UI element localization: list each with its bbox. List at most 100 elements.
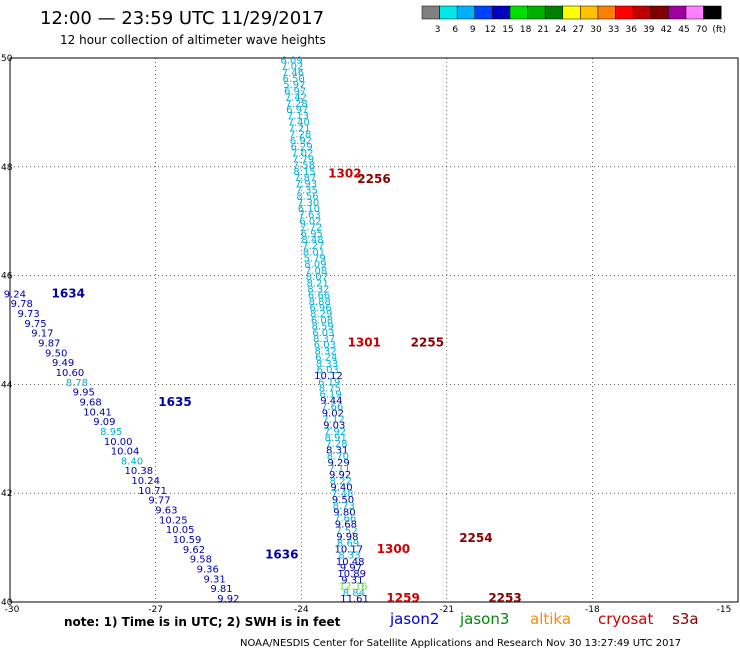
wave-height-label: 6.10 [298,204,320,215]
wave-height-label: 6.97 [286,105,308,116]
wave-height-label: 7.63 [298,210,320,221]
wave-height-label: 9.03 [323,421,345,432]
colorbar-swatch [615,5,634,20]
y-tick-label: 42 [1,489,12,499]
colorbar-swatch [474,5,493,20]
wave-height-label: 7.87 [294,173,316,184]
wave-height-label: 9.77 [148,496,170,507]
wave-height-label: 6.29 [291,142,313,153]
y-tick-label: 46 [1,272,13,282]
wave-height-label: 7.40 [288,117,310,128]
wave-height-label: 6.19 [318,377,340,388]
colorbar-label: 15 [502,25,513,35]
colorbar-swatch [544,5,564,20]
wave-height-label: 8.22 [330,476,352,487]
wave-height-label: 9.31 [341,575,363,586]
x-tick-label: -30 [5,605,20,615]
time-label: 2256 [357,172,390,186]
colorbar-label: 70 [696,25,708,35]
colorbar-swatch [597,5,616,20]
wave-height-label: 9.62 [183,545,205,556]
wave-height-label: 7.66 [321,402,343,413]
colorbar-label: 33 [608,25,619,35]
wave-height-label: 9.63 [155,506,177,517]
wave-height-label: 7.11 [328,464,350,475]
wave-height-label: 9.17 [31,329,53,340]
wave-height-label: 8.59 [312,322,334,333]
time-label: 1636 [265,547,298,561]
wave-height-label: 9.97 [340,563,362,574]
colorbar-label: 3 [435,25,441,35]
wave-height-label: 9.31 [203,574,225,585]
wave-height-label: 8.21 [306,278,328,289]
wave-height-label: 9.44 [320,396,342,407]
wave-height-label: 7.21 [288,124,310,135]
wave-height-label: 7.02 [291,148,313,159]
wave-height-label: 9.87 [38,338,60,349]
x-tick-label: -18 [585,605,600,615]
wave-height-label: 10.25 [159,515,188,526]
wave-height-label: 7.46 [282,68,304,79]
wave-height-label: 9.29 [327,458,349,469]
y-tick-label: 48 [1,163,13,173]
wave-height-label: 9.09 [93,417,115,428]
satellite-legend-jason3: jason3 [459,610,509,628]
wave-height-label: 6.24 [315,353,337,364]
wave-height-label: 9.95 [73,388,95,399]
wave-height-label: 8.32 [307,284,329,295]
wave-height-label: 8.33 [316,359,338,370]
colorbar-label: 27 [573,25,584,35]
wave-height-label: 6.03 [312,328,334,339]
page-subtitle: 12 hour collection of altimeter wave hei… [60,33,326,47]
wave-height-label: 10.00 [104,437,133,448]
x-tick-label: -21 [439,605,454,615]
satellite-legend-cryosat: cryosat [598,610,653,628]
wave-height-label: 7.79 [292,154,314,165]
plot-frame [9,57,739,603]
wave-height-label: 7.28 [285,99,307,110]
wave-height-label: 6.03 [314,340,336,351]
satellite-legend: jason2 jason3 altika cryosat s3a [389,610,699,628]
colorbar: 3 6 9 12 15 18 21 24 27 30 33 36 39 42 45 70 (ft) [421,5,726,35]
wave-height-label: 5.79 [304,254,326,265]
wave-height-label: 9.78 [11,299,33,310]
wave-height-label: 8.78 [66,378,88,389]
wave-height-label: 8.56 [296,192,318,203]
wave-height-label: 9.68 [335,520,357,531]
time-label: 2254 [459,531,492,545]
wave-height-label: 10.38 [125,466,154,477]
wave-height-label: 6.09 [280,55,302,66]
colorbar-swatch [650,5,669,20]
wave-height-label: 9.02 [322,408,344,419]
wave-height-label: 6.97 [284,86,306,97]
wave-height-label: 9.92 [217,594,239,605]
wave-height-label: 9.24 [4,289,26,300]
wave-height-label: 8.48 [301,235,323,246]
wave-height-label: 10.17 [334,544,363,555]
wave-height-label: 7.12 [322,414,344,425]
colorbar-label: 45 [678,25,689,35]
wave-height-label: 9.92 [329,470,351,481]
wave-height-label: 7.42 [285,93,307,104]
wave-height-label: 9.80 [333,507,355,518]
wave-height-label: 8.73 [333,501,355,512]
colorbar-swatch [685,5,704,20]
wave-height-label: 9.50 [332,495,354,506]
wave-height-label: 6.02 [299,216,321,227]
colorbar-label: 18 [520,25,532,35]
x-tick-label: -15 [717,605,732,615]
wave-height-label: 9.75 [24,319,46,330]
wave-height-label: 6.92 [290,136,312,147]
wave-height-label: 8.33 [338,551,360,562]
colorbar-label: 30 [590,25,602,35]
colorbar-label: 12 [485,25,496,35]
wave-height-label: 6.66 [308,291,330,302]
colorbar-label: 6 [452,25,458,35]
wave-height-label: 10.24 [131,476,160,487]
colorbar-label: 9 [470,25,476,35]
wave-height-label: 6.03 [317,365,339,376]
page-title: 12:00 — 23:59 UTC 11/29/2017 [40,8,324,29]
y-tick-label: 40 [1,598,13,608]
grid: -30 -27 -24 -21 -18 -15 40 42 44 46 48 50 [1,54,738,615]
wave-height-label: 7.72 [300,223,322,234]
